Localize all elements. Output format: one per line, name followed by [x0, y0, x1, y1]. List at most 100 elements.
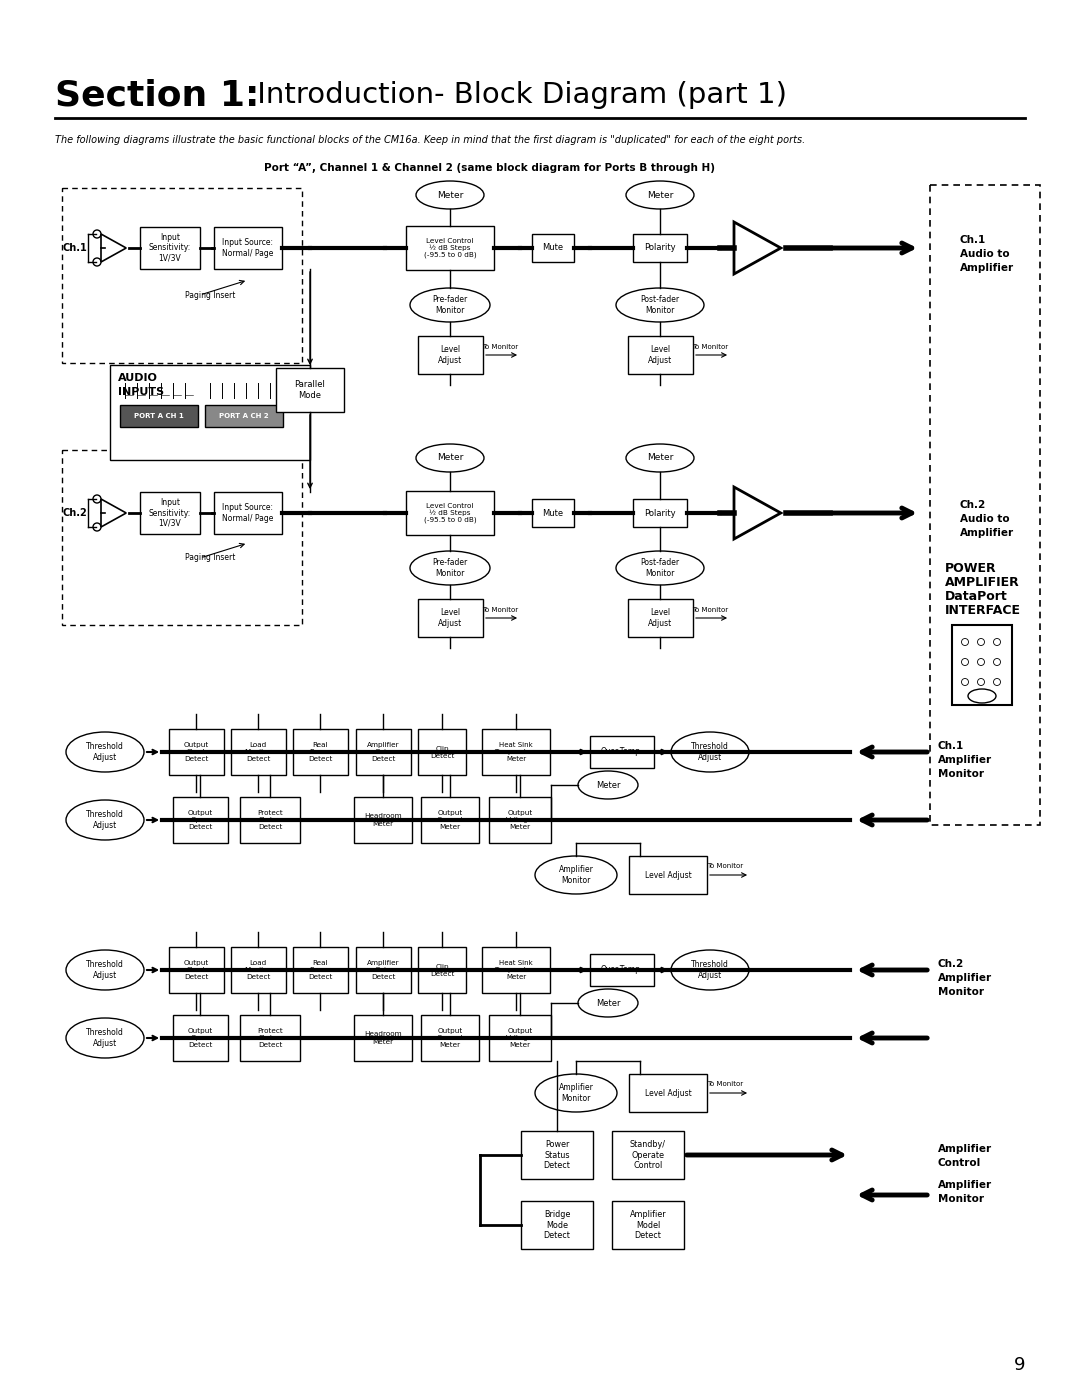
Text: PORT A CH 2: PORT A CH 2	[219, 414, 269, 419]
Ellipse shape	[616, 288, 704, 321]
Bar	[532, 235, 573, 263]
Bar	[230, 729, 285, 775]
Text: Amplifier
Monitor: Amplifier Monitor	[558, 1083, 593, 1102]
Bar	[120, 405, 198, 427]
Bar	[354, 1016, 411, 1060]
Text: Output
Voltage
Meter: Output Voltage Meter	[507, 1028, 534, 1048]
Ellipse shape	[416, 182, 484, 210]
Text: Meter: Meter	[596, 781, 620, 789]
Text: Meter: Meter	[596, 999, 620, 1007]
Ellipse shape	[66, 800, 144, 840]
Text: Threshold
Adjust: Threshold Adjust	[86, 742, 124, 761]
Text: Headroom
Meter: Headroom Meter	[364, 1031, 402, 1045]
Ellipse shape	[977, 679, 985, 686]
Bar	[240, 798, 300, 842]
Text: Polarity: Polarity	[644, 509, 676, 517]
Text: Threshold
Adjust: Threshold Adjust	[86, 810, 124, 830]
Text: Amplifier
Gain
Detect: Amplifier Gain Detect	[367, 742, 400, 761]
Text: Output
Short
Detect: Output Short Detect	[184, 960, 208, 981]
Text: Threshold
Adjust: Threshold Adjust	[86, 1028, 124, 1048]
Ellipse shape	[535, 1074, 617, 1112]
Text: Meter: Meter	[436, 454, 463, 462]
Ellipse shape	[994, 658, 1000, 665]
Text: Amplifier: Amplifier	[939, 1144, 993, 1154]
Bar	[173, 798, 228, 842]
Text: Meter: Meter	[647, 190, 673, 200]
Text: To Monitor: To Monitor	[692, 608, 728, 613]
Bar	[627, 599, 692, 637]
Ellipse shape	[410, 550, 490, 585]
Text: Threshold
Adjust: Threshold Adjust	[86, 960, 124, 979]
Text: Post-fader
Monitor: Post-fader Monitor	[640, 559, 679, 578]
Text: Level
Adjust: Level Adjust	[437, 345, 462, 365]
Text: Introduction- Block Diagram (part 1): Introduction- Block Diagram (part 1)	[248, 81, 787, 109]
Ellipse shape	[410, 288, 490, 321]
Bar	[406, 490, 494, 535]
Text: Over-Temp.: Over-Temp.	[600, 747, 644, 757]
Text: Level Adjust: Level Adjust	[645, 1088, 691, 1098]
Bar	[214, 492, 282, 534]
Bar	[951, 624, 1012, 705]
Text: DataPort: DataPort	[945, 590, 1008, 602]
Bar	[62, 450, 302, 624]
Text: Monitor: Monitor	[939, 988, 984, 997]
Text: Input
Sensitivity:
1V/3V: Input Sensitivity: 1V/3V	[149, 499, 191, 528]
Text: INPUTS: INPUTS	[118, 387, 164, 397]
Bar	[240, 1016, 300, 1060]
Bar	[406, 226, 494, 270]
Bar	[930, 184, 1040, 826]
Ellipse shape	[961, 679, 969, 686]
Text: Power
Status
Detect: Power Status Detect	[543, 1140, 570, 1169]
Polygon shape	[102, 499, 126, 527]
Bar	[590, 736, 654, 768]
Bar	[418, 599, 483, 637]
Bar	[354, 798, 411, 842]
Bar	[489, 1016, 551, 1060]
Text: Load
Monitor
Detect: Load Monitor Detect	[244, 960, 272, 981]
Text: Ch.1: Ch.1	[960, 235, 986, 244]
Text: Input Source:
Normal/ Page: Input Source: Normal/ Page	[222, 239, 273, 257]
Text: Output
Short
Detect: Output Short Detect	[184, 742, 208, 761]
Bar	[214, 226, 282, 270]
Bar	[110, 365, 310, 460]
Text: Over-Temp.: Over-Temp.	[600, 965, 644, 975]
Text: Real
Power
Detect: Real Power Detect	[308, 960, 333, 981]
Ellipse shape	[968, 689, 996, 703]
Text: Ch.2: Ch.2	[63, 509, 87, 518]
Text: POWER: POWER	[945, 562, 997, 574]
Ellipse shape	[616, 550, 704, 585]
Text: Section 1:: Section 1:	[55, 78, 259, 112]
Text: Level
Adjust: Level Adjust	[437, 608, 462, 627]
Text: To Monitor: To Monitor	[707, 1081, 743, 1087]
Text: Level Control
½ dB Steps
(-95.5 to 0 dB): Level Control ½ dB Steps (-95.5 to 0 dB)	[423, 503, 476, 524]
Text: Mute: Mute	[542, 509, 564, 517]
Bar	[62, 189, 302, 363]
Text: To Monitor: To Monitor	[482, 608, 518, 613]
Ellipse shape	[671, 950, 750, 990]
Text: Amplifier
Monitor: Amplifier Monitor	[558, 865, 593, 884]
Ellipse shape	[578, 771, 638, 799]
Bar	[418, 947, 465, 993]
Ellipse shape	[961, 638, 969, 645]
Bar	[521, 1201, 593, 1249]
Text: Pre-fader
Monitor: Pre-fader Monitor	[432, 295, 468, 314]
Ellipse shape	[93, 258, 102, 265]
Polygon shape	[102, 235, 126, 263]
Bar	[612, 1132, 684, 1179]
Bar	[355, 947, 410, 993]
Bar	[521, 1132, 593, 1179]
Text: Polarity: Polarity	[644, 243, 676, 253]
Text: Level
Adjust: Level Adjust	[648, 608, 672, 627]
Ellipse shape	[994, 679, 1000, 686]
Bar	[355, 729, 410, 775]
Bar	[418, 337, 483, 374]
Ellipse shape	[994, 638, 1000, 645]
Bar	[230, 947, 285, 993]
Text: Headroom
Meter: Headroom Meter	[364, 813, 402, 827]
Text: Input Source:
Normal/ Page: Input Source: Normal/ Page	[222, 503, 273, 522]
Text: Protect
Status
Detect: Protect Status Detect	[257, 1028, 283, 1048]
Ellipse shape	[671, 732, 750, 773]
Text: Audio to: Audio to	[960, 514, 1010, 524]
Bar	[418, 729, 465, 775]
Bar	[168, 947, 224, 993]
